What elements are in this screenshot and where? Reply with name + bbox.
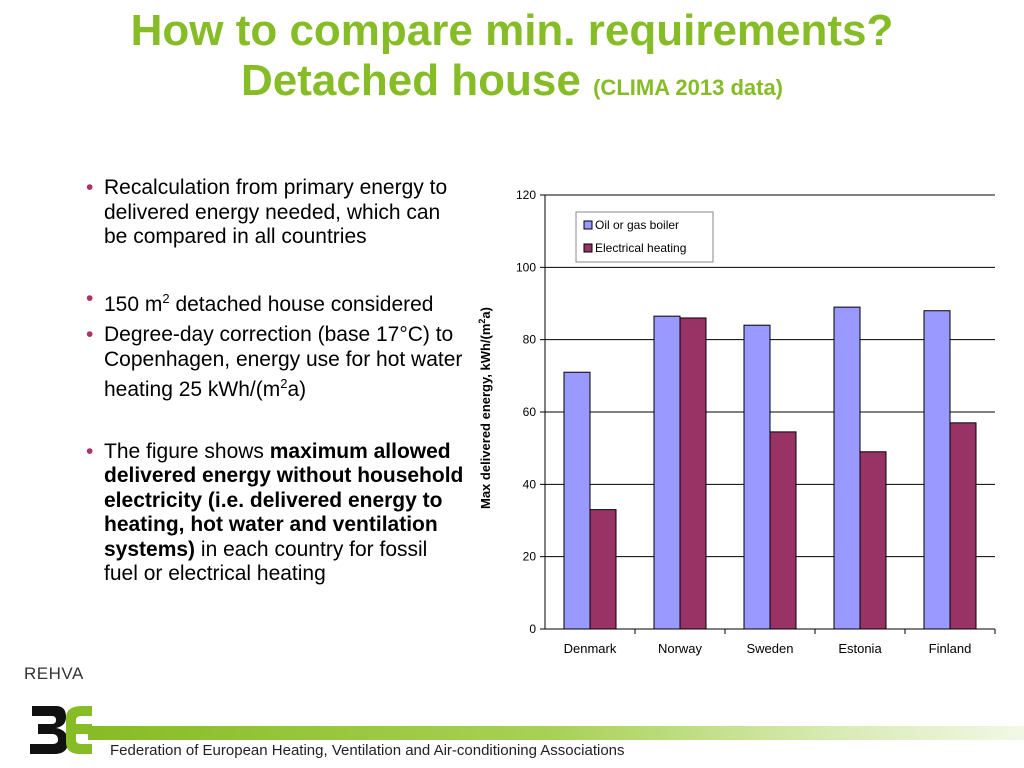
bullet-list: • Recalculation from primary energy to d… (86, 176, 466, 587)
x-tick-label: Finland (929, 641, 972, 656)
bar-oil-gas-denmark (563, 371, 591, 630)
bar-oil-gas-estonia (833, 306, 861, 630)
y-tick-label: 100 (516, 260, 536, 274)
bullet-dot: • (86, 286, 94, 310)
chart-svg: 0 20 40 60 80 100 120 Denmark Norway Sweden Estoni… (477, 188, 996, 656)
y-axis-label: Max delivered energy, kWh/(m2a) (477, 307, 493, 509)
logo-mark-icon (30, 706, 94, 754)
title-line-1: How to compare min. requirements? (130, 6, 894, 55)
bullet-3-text-a: Degree-day correction (base 17°C) to Cop… (104, 323, 463, 401)
bullet-dot: • (86, 323, 94, 346)
x-tick-label: Estonia (838, 641, 882, 656)
footer-band (88, 726, 1024, 740)
bar-oil-gas-sweden (743, 324, 771, 630)
logo-text: REHVA (24, 664, 84, 683)
bar-electric-norway (679, 317, 707, 630)
y-tick-label: 120 (516, 188, 536, 202)
bullet-1: • Recalculation from primary energy to d… (86, 176, 466, 250)
legend-label-0: Oil or gas boiler (595, 218, 679, 232)
legend-swatch-1 (583, 243, 593, 253)
bullet-3-text-b: a) (287, 378, 307, 401)
bar-electric-sweden (769, 431, 797, 630)
bullet-4-text-a: The figure shows (104, 439, 270, 463)
bullet-2-text-a: 150 m (104, 292, 163, 316)
bar-electric-estonia (859, 451, 887, 630)
y-tick-label: 60 (523, 405, 537, 419)
y-tick-label: 20 (523, 550, 537, 564)
y-tick-label: 40 (523, 477, 537, 491)
bar-oil-gas-norway (653, 315, 681, 630)
title-small: (CLIMA 2013 data) (593, 75, 783, 100)
y-tick-label: 0 (529, 622, 536, 636)
bullet-2: • 150 m2 detached house considered (86, 287, 466, 318)
bullet-4-text-b: in each country for fossil fuel or elect… (104, 537, 428, 586)
bar-electric-finland (949, 422, 977, 630)
legend-label-1: Electrical heating (595, 241, 686, 255)
legend-swatch-0 (583, 220, 593, 230)
y-tick-label: 80 (523, 333, 537, 347)
title-main: Detached house (241, 56, 581, 105)
footer-text: Federation of European Heating, Ventilat… (110, 742, 625, 759)
bar-electric-denmark (589, 509, 617, 630)
bullet-2-text-b: detached house considered (169, 292, 434, 316)
x-tick-label: Denmark (564, 641, 617, 656)
title-line-2: Detached house (CLIMA 2013 data) (0, 56, 1024, 113)
bar-chart: 0 20 40 60 80 100 120 Denmark Norway Sweden Estoni… (470, 178, 1010, 668)
bullet-dot: • (86, 439, 94, 463)
bullet-3: • Degree-day correction (base 17°C) to C… (86, 323, 466, 403)
bullet-4-bold: maximum allowed delivered energy without… (104, 439, 464, 561)
legend-box (575, 211, 714, 263)
x-tick-label: Sweden (747, 641, 794, 656)
x-tick-label: Norway (658, 641, 703, 656)
bullet-3-sup: 2 (280, 376, 288, 391)
bullet-dot: • (86, 176, 94, 199)
bar-oil-gas-finland (923, 310, 951, 630)
bullet-2-sup: 2 (162, 290, 170, 306)
bullet-1-text: Recalculation from primary energy to del… (104, 176, 448, 248)
bullet-4: • The figure shows maximum allowed deliv… (86, 440, 466, 587)
rehva-logo (22, 662, 94, 758)
slide-title: How to compare min. requirements? Detach… (0, 6, 1024, 113)
